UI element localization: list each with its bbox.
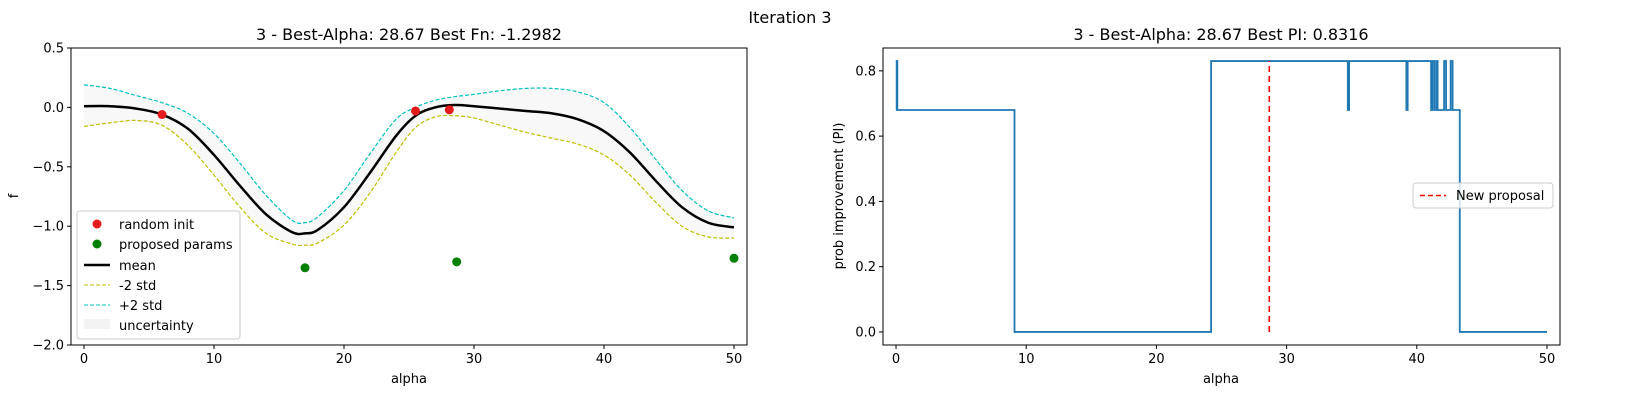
y-tick-label: 0.0 xyxy=(855,325,876,340)
x-tick-label: 10 xyxy=(206,352,223,367)
random-init-point xyxy=(411,106,420,116)
y-tick-label: −1.0 xyxy=(32,220,64,235)
uncertainty-band xyxy=(84,84,734,246)
left-lines xyxy=(83,84,735,247)
left-axes-frame xyxy=(70,47,748,346)
left-y-ticks: −2.0 −1.5 −1.0 −0.5 0.0 0.5 xyxy=(32,42,71,354)
x-tick-label: 0 xyxy=(892,352,900,367)
plus-2-std-line xyxy=(83,84,735,224)
x-tick-label: 0 xyxy=(80,352,88,367)
left-chart-title: 3 - Best-Alpha: 28.67 Best Fn: -1.2982 xyxy=(256,25,562,44)
left-x-ticks: 0 10 20 30 40 50 xyxy=(80,345,742,367)
legend-random-init-label: random init xyxy=(119,218,194,233)
left-legend-box xyxy=(76,210,241,340)
y-tick-label: 0.0 xyxy=(43,101,64,116)
left-y-axis-label: f xyxy=(7,193,22,198)
mean-line xyxy=(83,103,735,236)
right-legend-box xyxy=(1412,182,1554,209)
right-chart: 3 - Best-Alpha: 28.67 Best PI: 0.8316 0 1… xyxy=(832,25,1561,387)
legend-plus2std-label: +2 std xyxy=(119,299,162,314)
left-x-axis-label: alpha xyxy=(391,372,427,387)
proposed-param-point xyxy=(300,263,310,273)
legend-uncertainty-swatch xyxy=(84,319,110,329)
right-x-ticks: 0 10 20 30 40 50 xyxy=(892,345,1555,367)
x-tick-label: 20 xyxy=(1148,352,1165,367)
y-tick-label: 0.6 xyxy=(855,130,876,145)
y-tick-label: 0.8 xyxy=(855,64,876,79)
legend-proposed-label: proposed params xyxy=(119,238,233,253)
legend-random-init-marker xyxy=(92,219,102,229)
right-lines xyxy=(895,60,1547,333)
right-y-ticks: 0.0 0.2 0.4 0.6 0.8 xyxy=(855,64,883,340)
left-points xyxy=(157,105,739,273)
left-legend: random init proposed params mean -2 std … xyxy=(76,210,241,340)
x-tick-label: 50 xyxy=(1539,352,1556,367)
x-tick-label: 30 xyxy=(1278,352,1295,367)
legend-uncertainty-label: uncertainty xyxy=(119,319,194,334)
y-tick-label: 0.4 xyxy=(855,195,876,210)
x-tick-label: 20 xyxy=(336,352,353,367)
right-axes-frame xyxy=(882,47,1561,346)
left-chart: 3 - Best-Alpha: 28.67 Best Fn: -1.2982 0… xyxy=(7,25,748,387)
x-tick-label: 40 xyxy=(596,352,613,367)
y-tick-label: 0.2 xyxy=(855,260,876,275)
right-legend: New proposal xyxy=(1412,182,1554,209)
y-tick-label: −0.5 xyxy=(32,160,64,175)
proposed-param-point xyxy=(729,253,739,263)
pi-line xyxy=(895,60,1547,333)
x-tick-label: 30 xyxy=(466,352,483,367)
minus-2-std-line xyxy=(83,114,735,247)
right-chart-title: 3 - Best-Alpha: 28.67 Best PI: 0.8316 xyxy=(1073,25,1368,44)
legend-mean-label: mean xyxy=(119,259,156,274)
random-init-point xyxy=(444,105,454,115)
right-y-axis-label: prob improvement (PI) xyxy=(832,123,847,270)
y-tick-label: −2.0 xyxy=(32,339,64,354)
figure-suptitle: Iteration 3 xyxy=(748,8,831,27)
x-tick-label: 10 xyxy=(1018,352,1035,367)
left-uncertainty-band xyxy=(84,84,734,246)
x-tick-label: 40 xyxy=(1409,352,1426,367)
random-init-point xyxy=(157,110,167,120)
legend-new-proposal-label: New proposal xyxy=(1456,189,1544,204)
legend-minus2std-label: -2 std xyxy=(119,279,156,294)
y-tick-label: −1.5 xyxy=(32,279,64,294)
x-tick-label: 50 xyxy=(726,352,743,367)
right-x-axis-label: alpha xyxy=(1203,372,1239,387)
proposed-param-point xyxy=(452,257,462,267)
y-tick-label: 0.5 xyxy=(43,42,64,57)
legend-proposed-marker xyxy=(92,239,102,249)
